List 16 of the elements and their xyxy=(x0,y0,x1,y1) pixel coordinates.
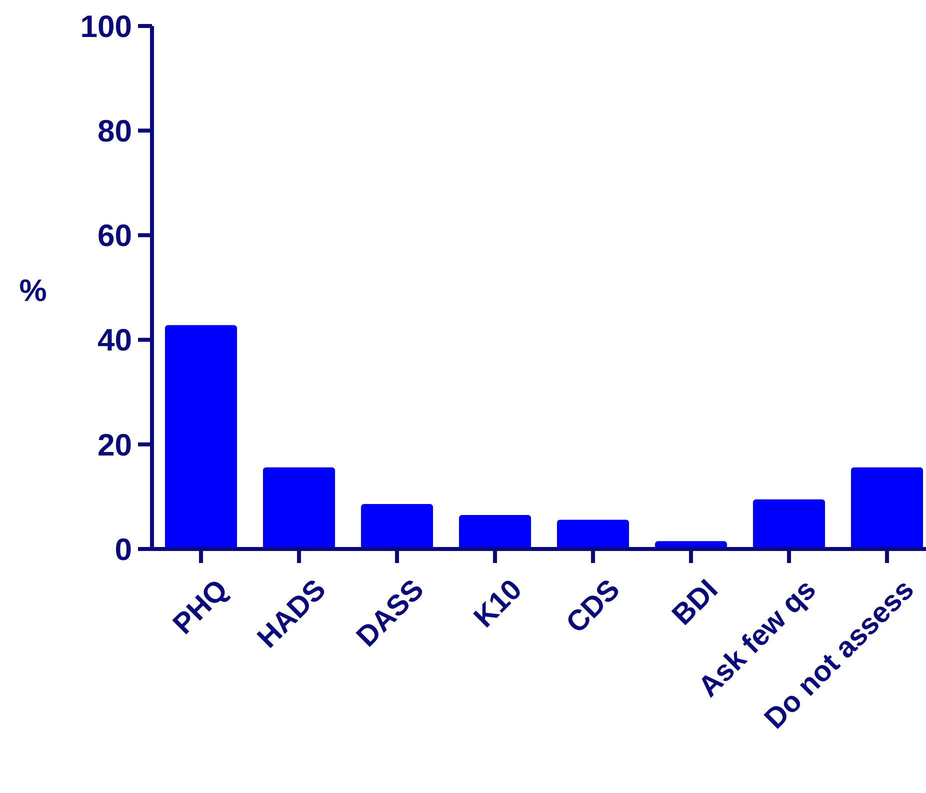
bar xyxy=(556,520,630,549)
x-tick-label: BDI xyxy=(666,574,724,632)
y-axis-title: % xyxy=(19,272,47,308)
y-tick-label: 100 xyxy=(80,8,132,44)
bar xyxy=(164,325,238,549)
bar xyxy=(458,515,532,549)
x-tick-label: K10 xyxy=(468,574,528,634)
bar xyxy=(360,504,434,549)
y-tick-label: 20 xyxy=(98,427,132,462)
bar xyxy=(752,499,826,549)
bar xyxy=(850,467,924,549)
y-tick-label: 0 xyxy=(114,532,132,567)
y-tick-label: 80 xyxy=(98,113,132,148)
bar xyxy=(262,467,336,549)
y-tick-label: 40 xyxy=(98,322,132,358)
y-tick-label: 60 xyxy=(98,218,132,254)
